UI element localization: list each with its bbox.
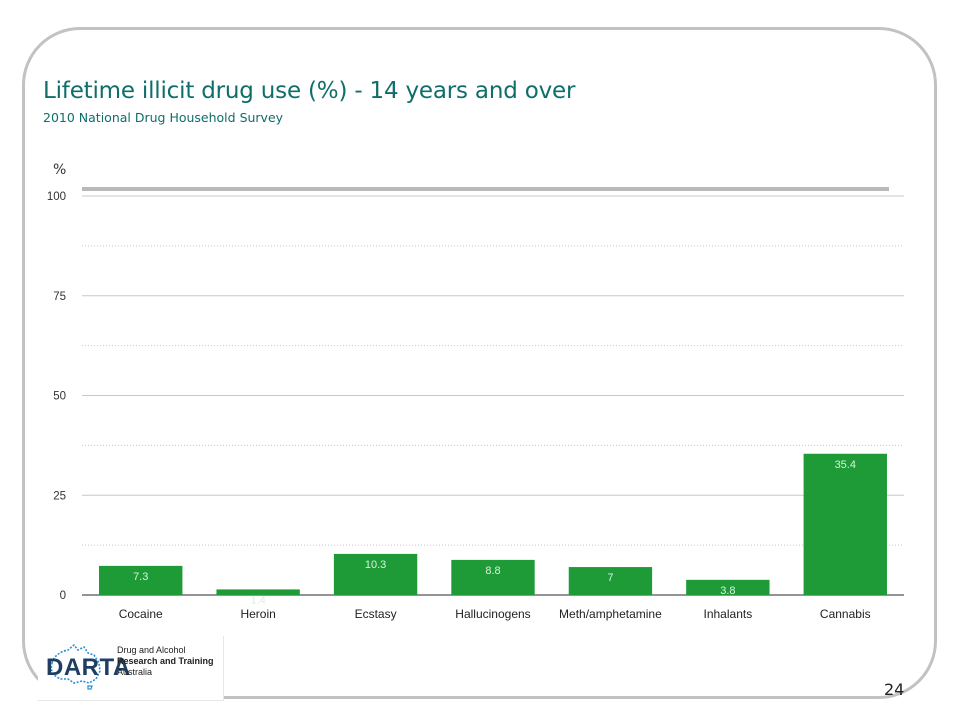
y-tick-label: 75 [53, 291, 66, 303]
bar-data-label: 7 [607, 572, 613, 584]
bar-ecstasy [333, 553, 418, 595]
bar-data-label: 3.8 [720, 585, 735, 597]
logo-tagline: Drug and Alcohol Research and Training A… [117, 645, 214, 678]
y-tick-label: 100 [47, 191, 66, 203]
slide-subtitle: 2010 National Drug Household Survey [43, 110, 284, 125]
bar-data-label: 7.3 [133, 571, 148, 583]
x-category-label: Cannabis [820, 607, 871, 621]
x-category-label: Inhalants [704, 607, 753, 621]
y-tick-label: 25 [53, 490, 66, 502]
bar-layer [99, 453, 887, 595]
bar-cannabis [803, 453, 887, 595]
bar-heroin [216, 589, 300, 595]
logo-line-2: Research and Training [117, 656, 214, 666]
bar-hallucinogens [451, 559, 535, 595]
x-category-label: Hallucinogens [455, 607, 530, 621]
australia-map-icon [50, 643, 101, 690]
darta-logo: DARTA Drug and Alcohol Research and Trai… [38, 636, 224, 701]
logo-line-3: Australia [117, 667, 153, 677]
bar-data-label: 35.4 [835, 459, 856, 471]
x-category-label: Cocaine [119, 607, 163, 621]
chart-top-rule [82, 187, 889, 191]
bar-cocaine [99, 565, 183, 595]
x-category-label: Heroin [240, 607, 275, 621]
grid-layer: 0 25 50 75 100 [47, 191, 904, 602]
logo-line-1: Drug and Alcohol [117, 645, 186, 655]
slide-title: Lifetime illicit drug use (%) - 14 years… [43, 78, 576, 104]
bar-meth-amphetamine [568, 567, 653, 595]
y-tick-label: 0 [60, 590, 66, 602]
x-category-label: Meth/amphetamine [559, 607, 662, 621]
y-tick-label: 50 [53, 391, 66, 403]
bar-data-label: 1.4 [250, 594, 265, 606]
x-category-label: Ecstasy [355, 607, 397, 621]
y-axis-unit-label: % [53, 162, 67, 178]
bar-data-label: 10.3 [365, 559, 386, 571]
page-number: 24 [884, 680, 905, 699]
bar-data-label: 8.8 [485, 565, 500, 577]
bar-inhalants [686, 579, 770, 595]
logo-wordmark: DARTA [46, 654, 131, 681]
